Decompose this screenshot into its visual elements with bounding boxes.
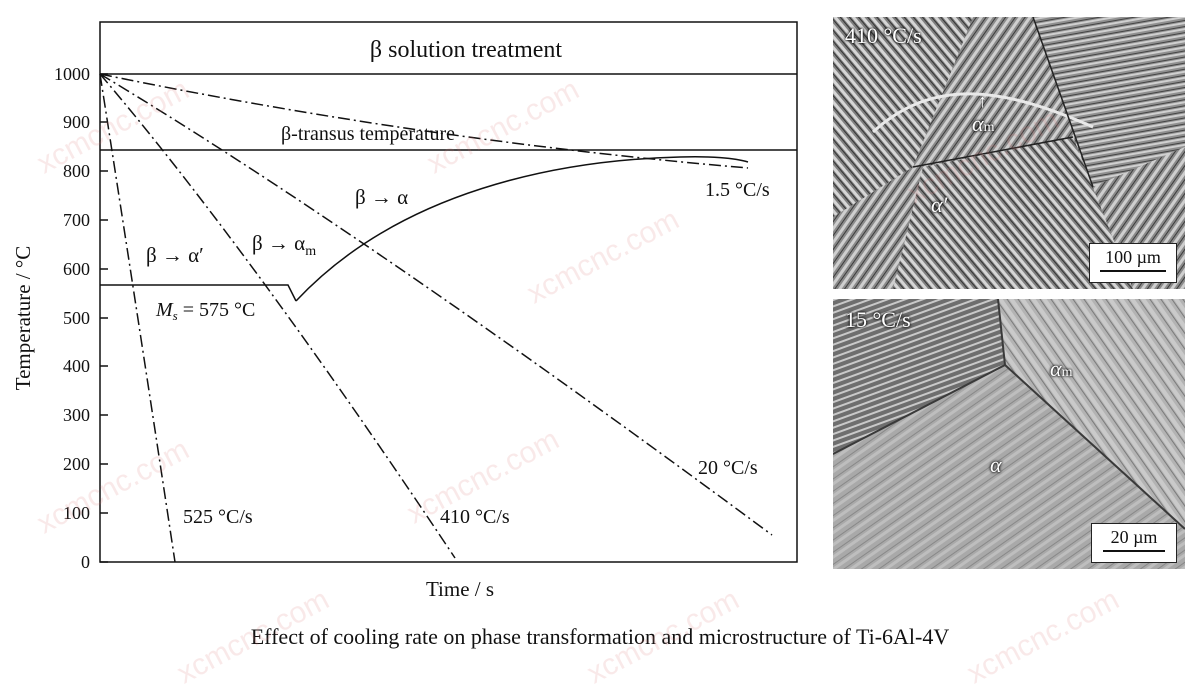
- y-tick-label: 0: [81, 552, 90, 572]
- y-tick-label: 200: [63, 454, 90, 474]
- scale-bar-20um: 20 µm: [1091, 523, 1177, 563]
- scale-bar-line: [1103, 550, 1165, 552]
- scale-bar-100um: 100 µm: [1089, 243, 1177, 283]
- y-tick-label: 300: [63, 405, 90, 425]
- scale-bar-line: [1100, 270, 1166, 272]
- y-tick-labels: 0 100 200 300 400 500 600 700 800 900 10…: [54, 64, 90, 572]
- phase-label-alpha-m: αm: [1050, 356, 1073, 381]
- y-axis-label: Temperature / °C: [11, 246, 35, 391]
- figure-caption: Effect of cooling rate on phase transfor…: [250, 624, 950, 649]
- cooling-curve-1-5: [99, 73, 749, 169]
- x-axis-label: Time / s: [426, 577, 494, 601]
- solution-treatment-label: β solution treatment: [370, 37, 563, 63]
- arrow-icon: ↑: [978, 91, 987, 111]
- beta-transus-label: β-transus temperature: [281, 123, 455, 145]
- y-tick-label: 500: [63, 308, 90, 328]
- y-tick-label: 900: [63, 112, 90, 132]
- scale-bar-label: 20 µm: [1110, 527, 1158, 547]
- plot-frame: [99, 21, 798, 563]
- cooling-curve-410: [99, 73, 456, 559]
- y-tick-label: 800: [63, 161, 90, 181]
- cct-diagram: 0 100 200 300 400 500 600 700 800 900 10…: [11, 21, 798, 601]
- phase-label-beta-alpha-m: β → αm: [252, 231, 316, 259]
- micrograph-rate-label: 410 °C/s: [845, 23, 922, 48]
- y-tick-label: 600: [63, 259, 90, 279]
- y-tick-label: 400: [63, 356, 90, 376]
- micrograph-rate-label: 15 °C/s: [845, 307, 911, 332]
- phase-label-alpha: α: [990, 452, 1002, 477]
- curve-label-525: 525 °C/s: [183, 506, 253, 528]
- curve-label-20: 20 °C/s: [698, 457, 758, 479]
- phase-label-alpha-m: αm: [972, 111, 995, 136]
- ms-line: [100, 284, 297, 302]
- cooling-curve-20: [99, 73, 773, 536]
- y-tick-label: 100: [63, 503, 90, 523]
- scale-bar-label: 100 µm: [1105, 247, 1161, 267]
- curve-label-410: 410 °C/s: [440, 506, 510, 528]
- y-tick-label: 700: [63, 210, 90, 230]
- phase-label-beta-alpha-prime: β → α′: [146, 243, 204, 267]
- micrograph-410: 410 °C/s ↑ αm α′ 100 µm: [833, 17, 1185, 289]
- micrograph-texture: [833, 17, 1185, 289]
- curve-label-1-5: 1.5 °C/s: [705, 179, 770, 201]
- y-tick-label: 1000: [54, 64, 90, 84]
- y-axis-ticks: [100, 73, 108, 563]
- phase-label-beta-alpha: β → α: [355, 185, 408, 209]
- phase-label-alpha-prime: α′: [931, 192, 948, 217]
- beta-alpha-boundary-curve: [295, 156, 749, 302]
- ms-label: Ms = 575 °C: [155, 299, 255, 323]
- micrograph-15: 15 °C/s αm α 20 µm: [833, 299, 1185, 569]
- cooling-curve-525: [99, 73, 176, 563]
